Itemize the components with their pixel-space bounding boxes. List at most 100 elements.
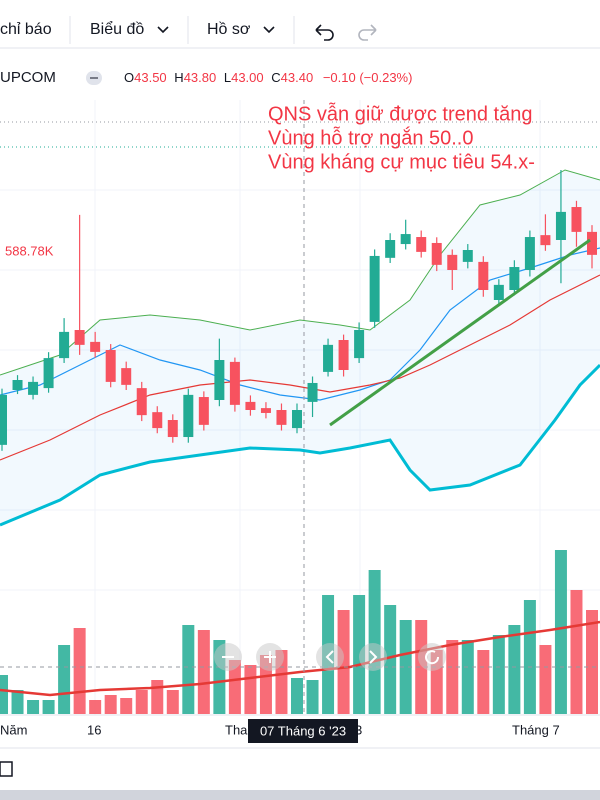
lower-band [0,363,600,527]
candle-body [462,250,473,262]
indicators-button[interactable]: chỉ báo [0,21,52,38]
upper-band [0,169,600,376]
candle-body [400,234,411,245]
calendar-icon[interactable] [0,761,13,777]
volume-label: 588.78K [5,243,54,258]
trendline [329,238,591,427]
volume-bar [42,700,55,714]
x-tick-label: 3 [355,722,362,737]
moving-average [0,274,600,461]
x-tick-label: Năm [0,722,27,737]
volume-bar [477,650,490,714]
redo-button[interactable] [358,24,377,41]
volume-bar [306,680,319,714]
volume-bar [11,690,24,714]
volume-bar [415,620,428,714]
volume-bar [197,630,210,714]
volume-bar [291,678,303,714]
volume-bar [461,640,474,714]
volume-bar [539,645,552,714]
volume-bar [135,690,148,714]
volume-bar [27,700,40,714]
candle-body [509,267,520,290]
candle-body [493,284,504,300]
candle-body [74,330,85,345]
volume-bar [244,665,257,714]
candle-body [0,394,7,445]
volume-bar [337,610,350,714]
exchange: UPCOM [0,69,56,86]
candle-body [431,242,442,265]
annotation: QNS vẫn giữ được trend tăng [268,102,532,125]
volume-bar [446,640,459,714]
volume-bar [73,628,86,714]
volume-bar [0,675,8,714]
volume-bar [523,600,536,714]
grid [0,100,600,715]
reset[interactable] [418,643,446,671]
candle-body [229,361,240,405]
candle-body [292,410,302,429]
volume-bar [151,680,164,714]
candle-body [587,231,597,255]
scroll-right[interactable] [359,643,387,671]
candle-body [167,420,178,438]
candle-body [555,211,566,240]
candle-body [276,410,287,425]
candle-body [524,237,535,270]
crosshair-label: 07 Tháng 6 '23 [260,723,346,738]
candle-body [90,341,101,352]
candle-body [571,207,582,232]
candle-body [43,358,54,389]
x-tick-label: Tháng 7 [512,722,560,737]
volume-bar [399,620,412,714]
zoom-controls [214,643,446,671]
candle-body [198,397,209,425]
candle-body [105,350,116,382]
volume-bar [508,625,521,714]
candle-body [214,360,225,400]
volume-bar [120,698,133,714]
volume-bar [554,550,567,714]
candle-body [152,412,163,429]
candle-body [59,331,70,359]
volume-bar [182,625,195,714]
volume-ma [0,620,600,697]
candle-body [416,237,427,252]
scrollbar [0,790,600,800]
candle-body [323,344,334,372]
annotation: Vùng hỗ trợ ngắn 50..0 [268,126,474,149]
annotation: Vùng kháng cự mục tiêu 54.x- [268,151,535,173]
volume-bar [166,690,179,714]
x-tick-label: 16 [87,722,101,737]
candle-body [478,261,489,290]
candle-body [28,381,39,395]
candle-body [183,394,194,438]
volume-bar [228,660,241,714]
ohlc-legend: O43.50 H43.80 L43.00 C43.40 −0.10 (−0.23… [124,70,412,85]
candle-body [354,330,365,359]
volume-bar [570,590,583,714]
volume-bar [586,610,598,714]
volume-bar [58,645,71,714]
chart-menu[interactable]: Biểu đồ [90,20,144,38]
candle-body [369,255,380,322]
chevron [157,26,169,34]
candle-body [385,240,396,258]
volume-bar [384,605,397,714]
x-tick-label: Tha [225,722,248,737]
candle-body [136,388,147,416]
volume-bar [89,700,102,714]
profile-menu[interactable]: Hồ sơ [207,21,251,38]
undo-button[interactable] [315,24,334,41]
candle-body [540,235,551,246]
candle-body [121,368,132,385]
candle-body [307,382,318,402]
volume-bar [492,635,505,714]
scroll-left[interactable] [316,643,344,671]
candle-body [12,380,23,390]
crosshair-label-bg [248,719,358,743]
candle-body [245,401,256,410]
candle-body [260,408,271,413]
